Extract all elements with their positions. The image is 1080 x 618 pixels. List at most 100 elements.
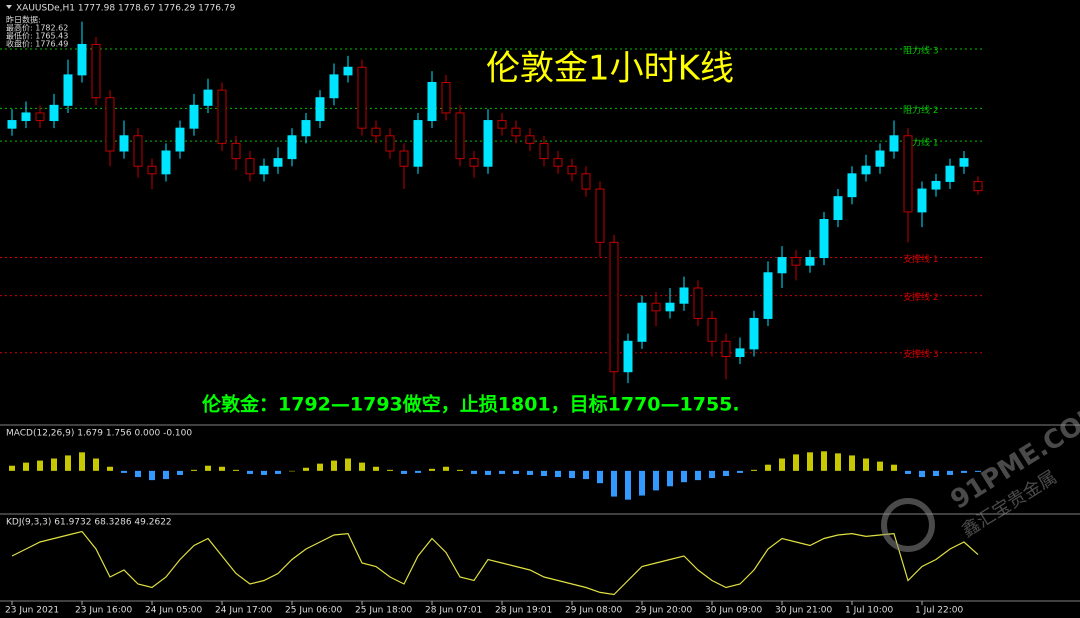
macd-bar: [499, 470, 505, 474]
macd-bar: [65, 455, 71, 471]
kdj-line: [11, 530, 979, 596]
candle-body: [399, 150, 409, 167]
candle-body: [385, 135, 395, 152]
x-tick-label: 30 Jun 09:00: [705, 606, 762, 616]
macd-bar: [275, 470, 281, 474]
info-line: 最低价: 1765.43: [6, 31, 68, 41]
candle-body: [805, 257, 815, 266]
candle-body: [861, 165, 871, 175]
macd-bar: [947, 470, 953, 475]
candle-body: [21, 112, 31, 122]
candle-body: [343, 66, 353, 76]
candle-body: [357, 66, 367, 129]
candle-body: [973, 181, 983, 192]
macd-bar: [359, 462, 365, 471]
macd-bar: [905, 470, 911, 474]
macd-bar: [177, 470, 183, 475]
candle-body: [581, 173, 591, 190]
macd-bar: [205, 465, 211, 471]
macd-bar: [667, 470, 673, 487]
candle-body: [49, 104, 59, 122]
macd-bar: [219, 466, 225, 471]
candle-body: [651, 302, 661, 312]
macd-bar: [541, 470, 547, 476]
candle-body: [413, 120, 423, 167]
candle-body: [889, 135, 899, 152]
candle-body: [63, 74, 73, 106]
macd-bar: [471, 470, 477, 474]
candle-body: [679, 287, 689, 304]
candle-body: [189, 104, 199, 129]
candle-body: [833, 196, 843, 221]
candle-body: [455, 112, 465, 160]
x-tick-label: 24 Jun 17:00: [215, 606, 272, 616]
candle-body: [35, 112, 45, 122]
candle-body: [511, 127, 521, 137]
candle-body: [287, 135, 297, 160]
x-tick-label: 29 Jun 08:00: [565, 606, 622, 616]
macd-bar: [233, 469, 239, 471]
macd-bar: [303, 467, 309, 471]
candle-body: [749, 317, 759, 350]
macd-bar: [639, 470, 645, 496]
macd-bar: [289, 470, 295, 472]
macd-bar: [779, 458, 785, 471]
level-label: 支撑线 1: [903, 253, 939, 265]
macd-bar: [79, 452, 85, 471]
macd-bar: [961, 470, 967, 473]
candle-body: [119, 135, 129, 152]
macd-bar: [163, 470, 169, 480]
menu-arrow: [6, 5, 12, 9]
macd-bar: [51, 458, 57, 471]
x-tick-label: 24 Jun 05:00: [145, 606, 202, 616]
candle-body: [665, 302, 675, 312]
level-label: 支撑线 3: [903, 348, 939, 360]
x-tick-label: 1 Jul 22:00: [915, 606, 964, 616]
candle-body: [931, 180, 941, 190]
macd-bar: [611, 470, 617, 497]
candle-body: [497, 120, 507, 129]
candle-body: [91, 43, 101, 99]
candle-body: [231, 142, 241, 160]
x-tick-label: 25 Jun 06:00: [285, 606, 342, 616]
macd-bar: [835, 453, 841, 471]
candle-body: [525, 135, 535, 144]
macd-bar: [933, 470, 939, 476]
candle-body: [637, 302, 647, 342]
candle-body: [273, 158, 283, 167]
macd-bar: [681, 470, 687, 483]
x-tick-label: 28 Jun 19:01: [495, 606, 552, 616]
candle-body: [539, 142, 549, 160]
macd-bar: [877, 461, 883, 471]
macd-bar: [135, 470, 141, 478]
macd-bar: [849, 455, 855, 471]
candle-body: [245, 158, 255, 175]
candle-body: [735, 348, 745, 357]
candle-body: [693, 287, 703, 319]
macd-bar: [709, 470, 715, 479]
candle-body: [105, 97, 115, 152]
macd-bar: [975, 470, 981, 472]
macd-bar: [765, 464, 771, 471]
macd-bar: [9, 465, 15, 471]
x-tick-label: 29 Jun 20:00: [635, 606, 692, 616]
candle-body: [917, 188, 927, 213]
strategy-annotation: 伦敦金：1792—1793做空，止损1801，目标1770—1755.: [202, 393, 740, 416]
candle-body: [959, 158, 969, 167]
x-tick-label: 23 Jun 16:00: [75, 606, 132, 616]
macd-bar: [751, 469, 757, 471]
macd-bar: [37, 460, 43, 471]
macd-bar: [737, 470, 743, 473]
macd-bar: [821, 451, 827, 471]
candle-body: [175, 127, 185, 152]
macd-bar: [653, 470, 659, 491]
macd-bar: [331, 460, 337, 471]
candle-body: [791, 257, 801, 266]
macd-bar: [373, 466, 379, 471]
candle-body: [147, 165, 157, 175]
chart-title: 伦敦金1小时K线: [486, 49, 734, 89]
x-tick-label: 28 Jun 07:01: [425, 606, 482, 616]
